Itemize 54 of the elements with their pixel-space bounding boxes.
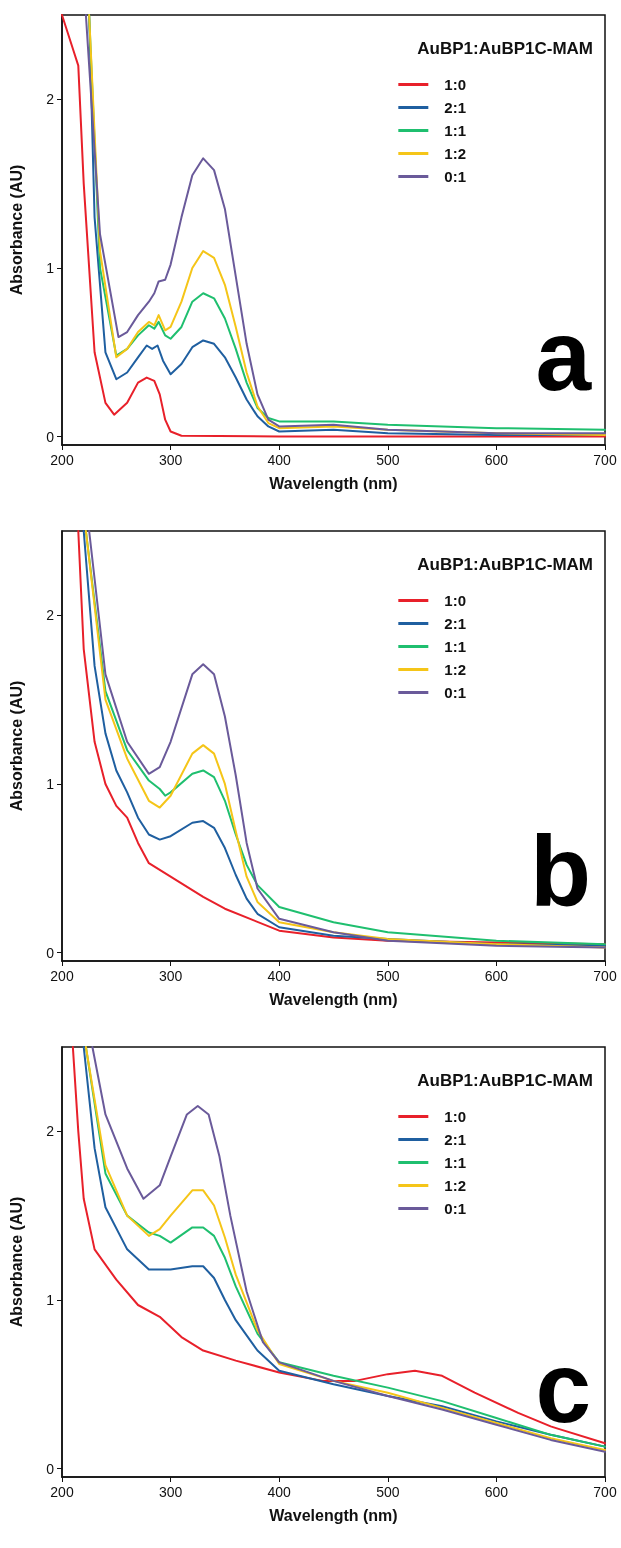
legend-title: AuBP1:AuBP1C-MAM — [417, 555, 594, 574]
legend-label: 0:1 — [444, 1200, 467, 1217]
x-tick-label: 500 — [376, 968, 400, 984]
x-axis-title: Wavelength (nm) — [269, 474, 398, 492]
legend-label: 1:2 — [444, 145, 467, 162]
legend-label: 1:1 — [444, 638, 467, 655]
x-axis-title: Wavelength (nm) — [269, 990, 398, 1008]
x-tick-label: 500 — [376, 452, 400, 468]
y-tick-label: 2 — [46, 607, 55, 624]
annotation: c — [535, 1331, 592, 1443]
x-tick-label: 500 — [376, 1484, 400, 1500]
x-tick-label: 400 — [267, 1484, 292, 1500]
x-tick-label: 700 — [593, 1484, 617, 1500]
y-axis-title: Absorbance (AU) — [7, 680, 25, 812]
y-axis-title: Absorbance (AU) — [7, 1196, 25, 1328]
legend-label: 2:1 — [444, 99, 467, 116]
x-tick-label: 200 — [50, 1484, 74, 1500]
annotation: b — [529, 815, 592, 927]
legend-label: 1:0 — [444, 1108, 467, 1125]
x-axis-title: Wavelength (nm) — [269, 1506, 398, 1524]
x-tick-label: 200 — [50, 968, 74, 984]
y-tick-label: 0 — [46, 1460, 55, 1477]
y-tick-label: 0 — [46, 428, 55, 445]
x-tick-label: 700 — [593, 968, 617, 984]
y-tick-label: 1 — [46, 259, 55, 276]
x-tick-label: 700 — [593, 452, 617, 468]
legend-label: 1:2 — [444, 661, 467, 678]
legend-label: 0:1 — [444, 168, 467, 185]
y-axis-title: Absorbance (AU) — [7, 164, 25, 296]
legend-label: 2:1 — [444, 1131, 467, 1148]
x-tick-label: 300 — [158, 968, 183, 984]
x-tick-label: 600 — [484, 968, 509, 984]
legend-label: 1:1 — [444, 122, 467, 139]
x-tick-label: 400 — [267, 452, 292, 468]
x-tick-label: 300 — [158, 1484, 183, 1500]
legend-label: 0:1 — [444, 684, 467, 701]
y-tick-label: 0 — [46, 944, 55, 961]
legend-title: AuBP1:AuBP1C-MAM — [417, 39, 594, 58]
x-tick-label: 200 — [50, 452, 74, 468]
x-tick-label: 600 — [484, 452, 509, 468]
legend-title: AuBP1:AuBP1C-MAM — [417, 1071, 594, 1090]
y-tick-label: 2 — [46, 1123, 55, 1140]
legend-label: 1:0 — [444, 76, 467, 93]
y-tick-label: 2 — [46, 91, 55, 108]
x-tick-label: 400 — [267, 968, 292, 984]
annotation: a — [535, 299, 593, 411]
legend-label: 1:1 — [444, 1154, 467, 1171]
y-tick-label: 1 — [46, 1291, 55, 1308]
x-tick-label: 300 — [158, 452, 183, 468]
legend-label: 1:2 — [444, 1177, 467, 1194]
y-tick-label: 1 — [46, 775, 55, 792]
legend-label: 1:0 — [444, 592, 467, 609]
legend-label: 2:1 — [444, 615, 467, 632]
x-tick-label: 600 — [484, 1484, 509, 1500]
